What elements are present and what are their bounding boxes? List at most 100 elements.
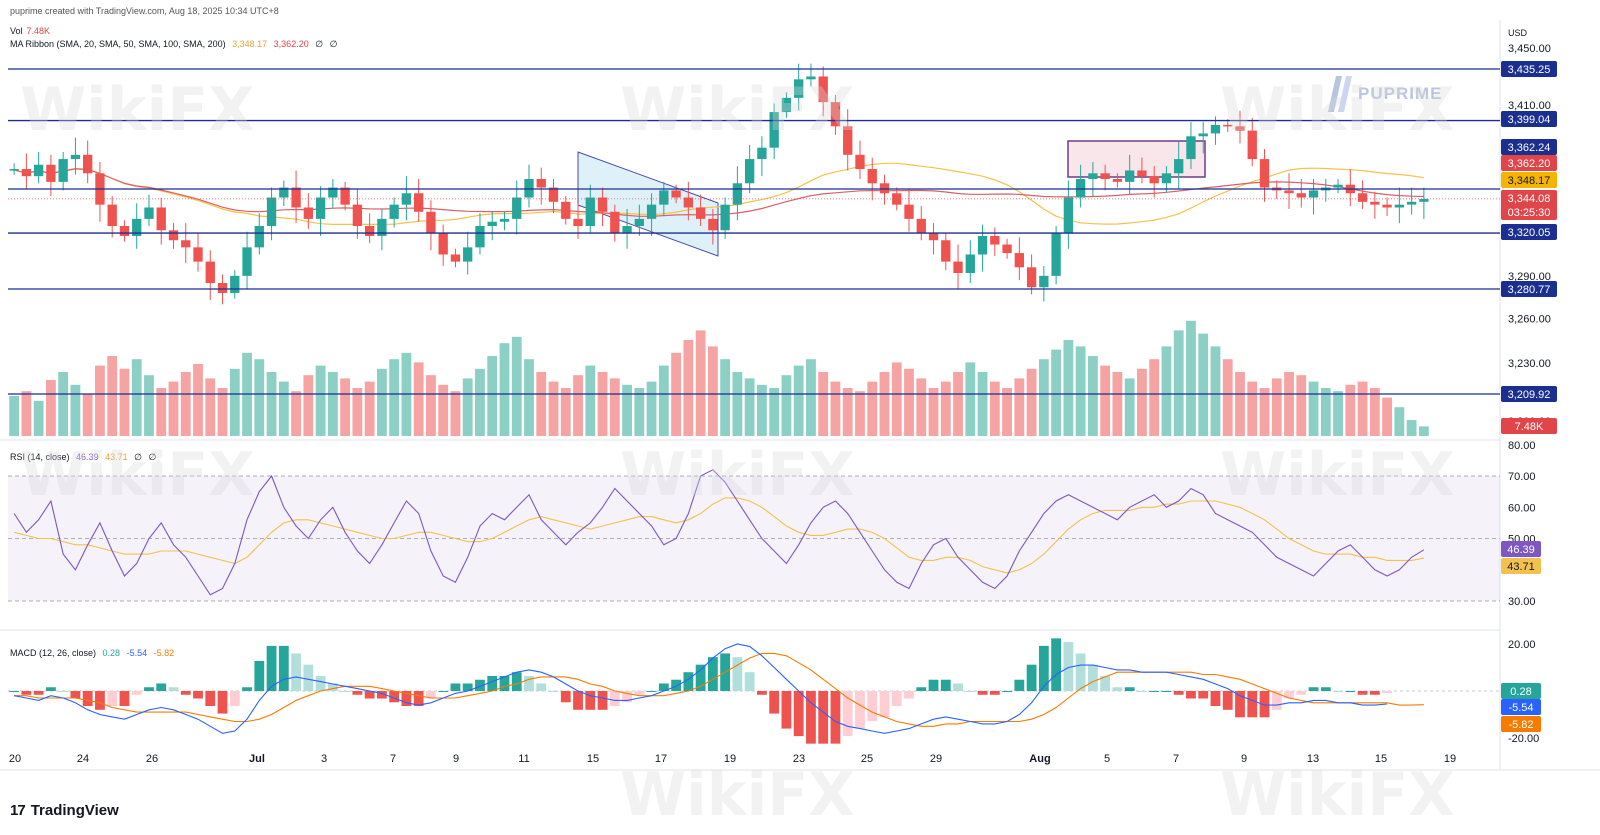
date-tick-label: 17 [655,753,667,765]
axis-label-ma50: 3,362.20 [1508,158,1551,170]
macd-histogram-bar [989,691,1000,695]
candle-body [585,197,595,227]
macd-histogram-bar [21,691,32,695]
candle-body [340,187,350,205]
tradingview-logo[interactable]: 17 TradingView [10,802,119,819]
macd-histogram-bar [1271,691,1282,710]
ma-ribbon-legend[interactable]: MA Ribbon (SMA, 20, SMA, 50, SMA, 100, S… [10,39,341,50]
candle-body [683,197,694,208]
volume-bar [1333,391,1343,436]
macd-histogram-bar [585,691,596,710]
volume-bar [940,381,951,436]
candle-body [1088,173,1098,180]
macd-tick-label: 20.00 [1508,639,1536,651]
volume-bar [9,396,20,436]
macd-histogram-bar [1063,642,1074,691]
price-tick-label: 3,290.00 [1508,271,1551,283]
candle-body [843,126,853,155]
volume-bar [1284,372,1294,436]
axis-label-level-bg [1501,281,1557,297]
ma20-line [13,162,1424,225]
volume-bar [536,372,547,436]
candle-body [536,179,546,188]
volume-bar [144,375,154,436]
candle-body [217,282,228,293]
macd-histogram-bar [180,691,191,695]
macd-histogram-bar [1259,691,1270,718]
candle-body [205,261,215,283]
macd-histogram-bar [9,691,20,692]
date-tick-label: 7 [390,753,396,765]
macd-histogram-bar [879,691,890,718]
macd-histogram-bar [1173,691,1184,695]
candle-body [1357,193,1368,202]
candle-body [414,193,424,212]
macd-histogram-bar [793,691,804,737]
candle-body [83,154,93,174]
macd-legend[interactable]: MACD (12, 26, close) 0.28 -5.54 -5.82 [10,648,178,658]
candle-body [610,211,620,234]
candle-body [634,218,644,227]
candle-body [1333,184,1343,188]
candle-body [70,154,81,160]
volume-bar [695,330,706,436]
date-tick-label: 7 [1173,753,1179,765]
candle-body [181,240,191,248]
candle-body [1247,130,1257,160]
volume-bar [487,356,498,436]
macd-histogram-bar [646,691,657,692]
volume-bar [1382,397,1392,436]
macd-histogram-bar [769,691,780,714]
volume-bar [168,381,179,436]
volume-bar [1296,375,1307,436]
candle-body [916,218,926,234]
candle-body [1039,275,1049,288]
volume-bar [1247,381,1258,436]
rsi-legend[interactable]: RSI (14, close) 46.39 43.71 ∅ ∅ [10,452,160,463]
candle-body [291,187,301,208]
volume-bar [364,381,375,436]
volume-bar [524,359,534,436]
macd-histogram-bar [1247,691,1258,718]
volume-legend[interactable]: Vol 7.48K [10,26,54,36]
volume-bar [1112,372,1123,436]
date-tick-label: 26 [146,753,158,765]
volume-bar [989,381,1000,436]
volume-bar [1075,346,1086,436]
macd-histogram-bar [855,691,865,729]
candle-body [1125,170,1135,182]
axis-label-volume: 7.48K [1515,421,1544,433]
ma-empty-1: ∅ [315,39,324,49]
volume-bar [806,359,816,436]
macd-tick-label: -20.00 [1508,733,1539,745]
volume-bar [1137,368,1147,436]
axis-label-ma50-bg [1501,155,1557,171]
macd-hist-value: 0.28 [102,648,121,658]
volume-bar [327,372,338,436]
macd-histogram-bar [732,657,743,691]
macd-histogram-bar [1284,691,1294,699]
volume-bar [683,340,694,436]
macd-histogram-bar [1026,664,1037,691]
volume-bar [548,381,559,436]
macd-histogram-bar [1369,691,1380,695]
volume-bar [793,365,804,436]
puprime-brand-text: PUPRIME [1358,84,1443,103]
macd-histogram-bar [830,691,841,744]
axis-label-level-bg [1501,139,1557,155]
volume-bar [193,364,203,436]
candle-body [1235,126,1245,131]
macd-histogram-bar [695,664,706,691]
volume-bar [229,368,240,436]
macd-histogram-bar [327,683,338,691]
date-tick-label: 24 [77,753,89,765]
volume-bar [450,391,461,436]
macd-histogram-bar [499,675,510,691]
volume-bar [1063,340,1074,436]
volume-bar [511,336,522,436]
candle-body [990,235,1000,245]
axis-label-level-bg [1501,224,1557,240]
consolidation-rectangle [1067,140,1206,178]
candle-body [463,247,473,262]
